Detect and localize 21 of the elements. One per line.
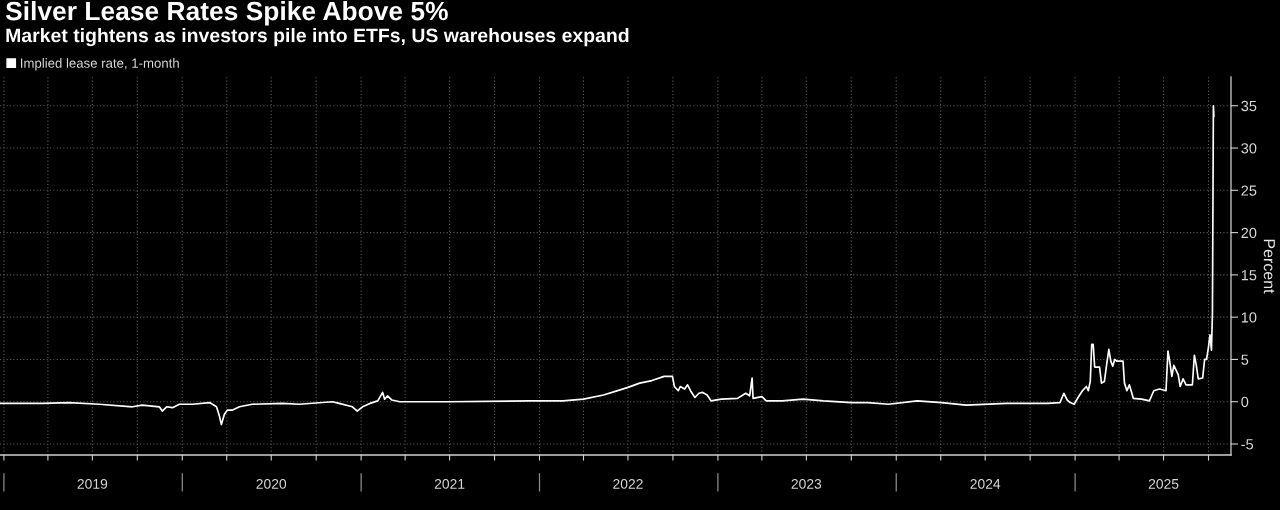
x-tick-label: 2025 bbox=[1148, 478, 1179, 489]
y-tick-label: 5 bbox=[1241, 354, 1249, 365]
y-tick-label: 0 bbox=[1241, 396, 1249, 408]
x-tick-label: 2019 bbox=[77, 478, 108, 489]
x-tick-label: 2023 bbox=[791, 478, 822, 489]
line-series bbox=[0, 104, 1215, 426]
y-tick-label: 20 bbox=[1241, 227, 1257, 239]
y-tick-label: -5 bbox=[1241, 439, 1254, 450]
y-axis-title: Percent bbox=[1263, 239, 1275, 294]
legend-label: Implied lease rate, 1-month bbox=[21, 58, 179, 71]
y-tick-label: 30 bbox=[1241, 143, 1257, 154]
y-tick-label: 35 bbox=[1241, 100, 1257, 112]
chart-title: Silver Lease Rates Spike Above 5% bbox=[5, 1, 448, 26]
x-tick-label: 2020 bbox=[256, 478, 287, 489]
y-tick-label: 25 bbox=[1241, 185, 1257, 196]
x-tick-label: 2024 bbox=[970, 478, 1001, 489]
y-tick-label: 10 bbox=[1241, 312, 1257, 323]
x-tick-label: 2022 bbox=[613, 478, 643, 489]
x-tick-label: 2021 bbox=[434, 478, 465, 489]
y-tick-label: 15 bbox=[1241, 270, 1257, 281]
chart-subtitle: Market tightens as investors pile into ETFs, US warehouses expand bbox=[6, 28, 629, 47]
